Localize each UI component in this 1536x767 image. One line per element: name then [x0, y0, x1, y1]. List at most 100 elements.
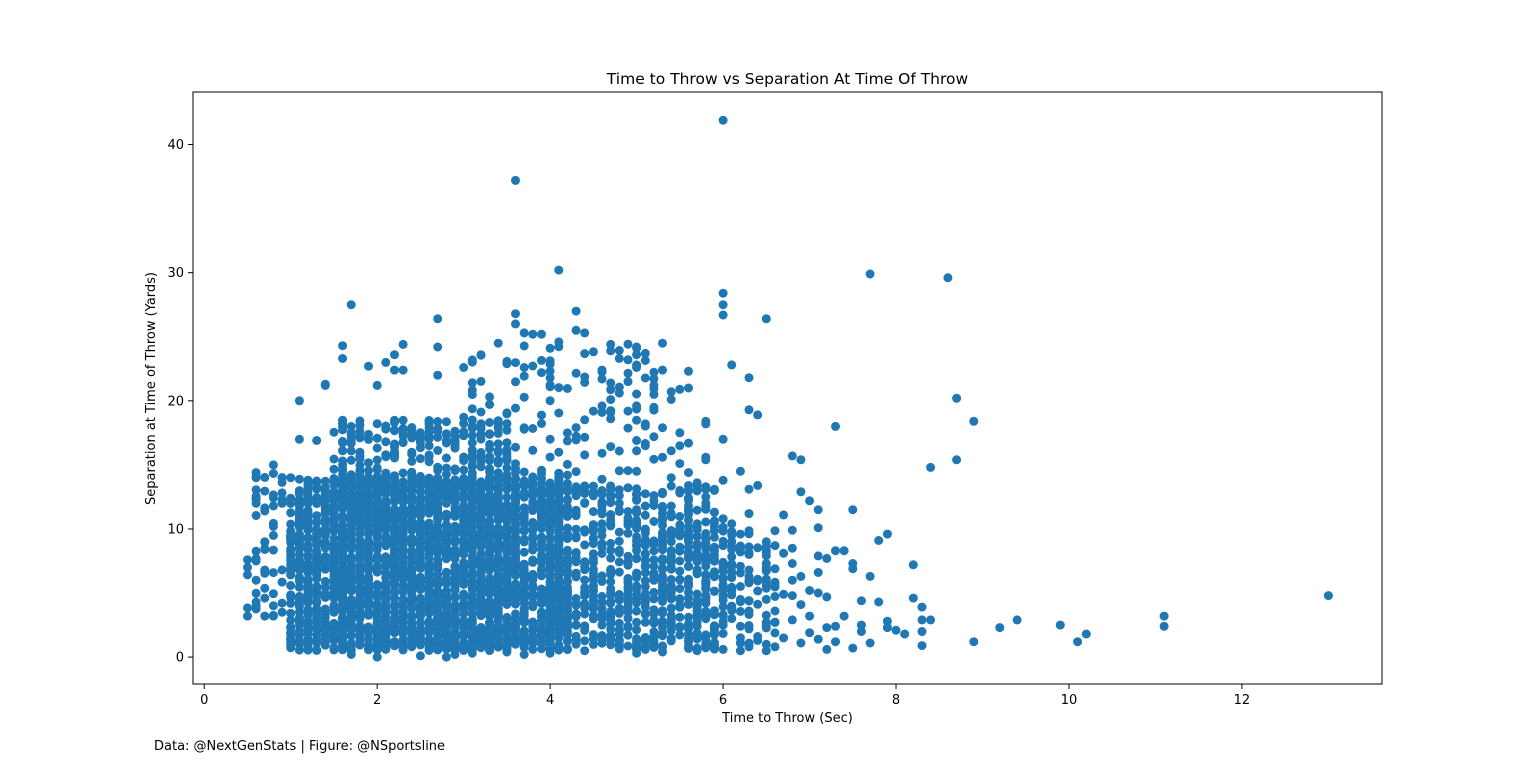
data-point — [779, 510, 789, 520]
data-point — [658, 608, 667, 618]
data-point — [338, 496, 348, 506]
data-point — [441, 592, 451, 602]
data-point — [424, 484, 434, 494]
data-point — [822, 623, 832, 633]
data-point — [519, 467, 529, 477]
data-point — [580, 498, 590, 508]
data-point — [701, 492, 711, 502]
data-point — [770, 618, 780, 627]
data-point — [286, 598, 296, 608]
data-point — [390, 442, 399, 452]
data-point — [658, 365, 667, 375]
data-point — [415, 550, 425, 560]
data-point — [718, 288, 728, 298]
data-point — [398, 339, 408, 349]
data-point — [286, 633, 296, 643]
data-point — [528, 520, 538, 530]
data-point — [632, 466, 642, 476]
data-point — [355, 454, 365, 464]
data-point — [649, 389, 659, 399]
data-point — [779, 589, 789, 599]
data-point — [485, 608, 495, 618]
data-point — [649, 454, 659, 464]
data-point — [770, 526, 780, 536]
data-point — [597, 525, 607, 535]
data-point — [528, 329, 538, 339]
data-point — [407, 449, 417, 459]
data-point — [701, 606, 711, 616]
data-point — [459, 564, 469, 574]
data-point — [390, 522, 399, 532]
data-point — [511, 467, 520, 477]
data-point — [485, 490, 495, 500]
data-point — [606, 577, 616, 587]
data-point — [415, 522, 425, 531]
data-point — [519, 371, 529, 381]
data-point — [355, 447, 365, 457]
data-point — [372, 380, 382, 390]
data-point — [441, 498, 451, 508]
data-point — [519, 526, 529, 536]
data-point — [329, 523, 339, 533]
data-point — [467, 626, 477, 636]
data-point — [450, 492, 460, 502]
data-point — [286, 560, 296, 570]
data-point — [995, 623, 1005, 633]
data-point — [303, 605, 313, 614]
data-point — [407, 429, 417, 439]
data-point — [545, 546, 555, 556]
data-point — [398, 415, 408, 425]
data-point — [588, 406, 598, 416]
data-point — [415, 511, 425, 521]
data-point — [614, 346, 624, 355]
data-point — [493, 476, 503, 486]
data-point — [562, 587, 572, 597]
data-point — [537, 355, 546, 365]
data-point — [459, 516, 469, 526]
data-point — [545, 625, 555, 635]
data-point — [277, 477, 287, 487]
data-point — [675, 546, 685, 556]
data-point — [571, 482, 581, 492]
data-point — [260, 565, 270, 575]
data-point — [658, 563, 667, 573]
data-point — [588, 347, 598, 357]
data-point — [519, 537, 529, 547]
data-point — [701, 639, 711, 649]
data-point — [268, 545, 278, 555]
axes: 0 2 4 6 8 10 12 0 10 20 30 40 — [167, 91, 1383, 708]
data-point — [450, 503, 460, 513]
data-point — [511, 514, 520, 524]
data-point — [632, 553, 642, 563]
data-point — [727, 568, 737, 577]
data-point — [545, 497, 555, 507]
data-point — [502, 409, 512, 419]
data-point — [684, 593, 693, 603]
data-point — [839, 546, 849, 556]
data-point — [502, 516, 512, 526]
data-point — [485, 452, 495, 462]
data-point — [562, 566, 572, 576]
data-point — [709, 507, 719, 517]
data-point — [277, 607, 287, 617]
data-point — [900, 629, 910, 639]
data-point — [329, 593, 339, 603]
data-point — [908, 593, 918, 603]
data-point — [441, 463, 451, 473]
data-point — [813, 551, 823, 561]
data-point — [407, 590, 417, 600]
data-point — [701, 591, 711, 601]
x-tick-label: 8 — [892, 693, 900, 708]
data-point — [649, 405, 659, 415]
data-point — [329, 427, 339, 437]
data-point — [735, 547, 745, 557]
data-point — [580, 636, 590, 646]
data-point — [753, 410, 763, 420]
data-point — [433, 523, 443, 533]
data-point — [346, 428, 356, 437]
data-point — [588, 520, 598, 530]
data-point — [303, 568, 313, 578]
data-point — [675, 594, 685, 604]
data-point — [718, 310, 728, 320]
data-point — [640, 555, 650, 565]
